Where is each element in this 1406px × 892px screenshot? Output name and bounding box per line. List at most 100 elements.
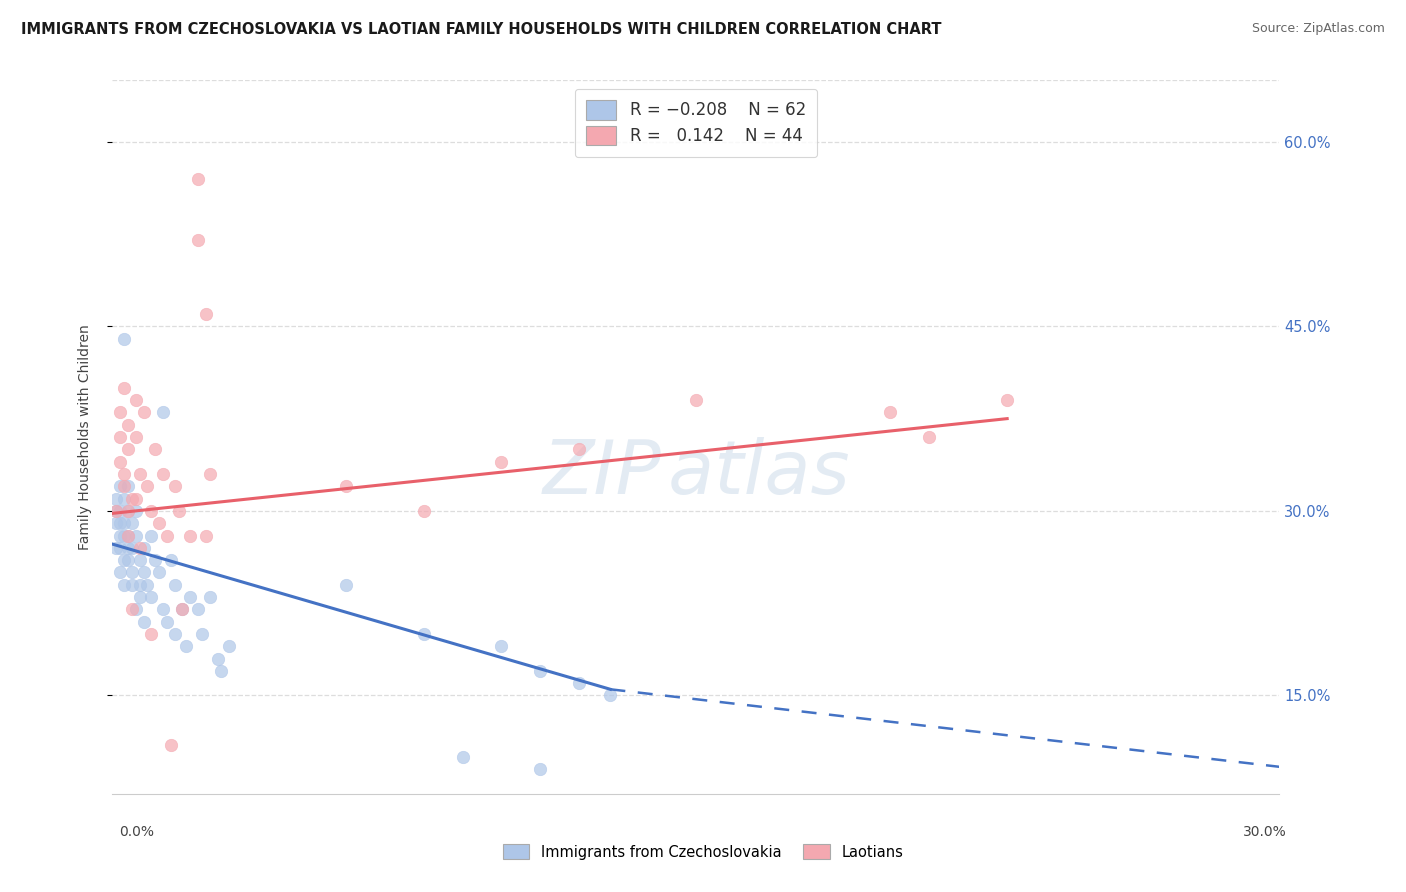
Point bbox=[172, 602, 194, 616]
Point bbox=[194, 307, 217, 321]
Point bbox=[191, 627, 214, 641]
Point bbox=[335, 479, 357, 493]
Point bbox=[141, 627, 163, 641]
Point bbox=[160, 738, 183, 752]
Point bbox=[141, 528, 163, 542]
Point bbox=[148, 516, 170, 531]
Text: 0.0%: 0.0% bbox=[120, 825, 155, 839]
Point bbox=[128, 553, 150, 567]
Point bbox=[110, 541, 132, 555]
Point bbox=[117, 553, 139, 567]
Point bbox=[128, 467, 150, 481]
Point bbox=[198, 467, 221, 481]
Point bbox=[143, 553, 166, 567]
Point bbox=[529, 762, 551, 776]
Text: 30.0%: 30.0% bbox=[1243, 825, 1286, 839]
Point bbox=[105, 504, 128, 518]
Point bbox=[125, 602, 148, 616]
Point bbox=[112, 467, 135, 481]
Point bbox=[167, 504, 190, 518]
Point bbox=[117, 417, 139, 432]
Point bbox=[121, 541, 143, 555]
Text: IMMIGRANTS FROM CZECHOSLOVAKIA VS LAOTIAN FAMILY HOUSEHOLDS WITH CHILDREN CORREL: IMMIGRANTS FROM CZECHOSLOVAKIA VS LAOTIA… bbox=[21, 22, 942, 37]
Point bbox=[125, 430, 148, 444]
Point bbox=[187, 171, 209, 186]
Point bbox=[117, 541, 139, 555]
Point bbox=[110, 479, 132, 493]
Point bbox=[110, 504, 132, 518]
Point bbox=[112, 332, 135, 346]
Point bbox=[112, 491, 135, 506]
Point bbox=[218, 639, 240, 653]
Point bbox=[172, 602, 194, 616]
Point bbox=[141, 590, 163, 604]
Point bbox=[918, 430, 941, 444]
Point bbox=[179, 590, 201, 604]
Point bbox=[568, 442, 591, 457]
Point bbox=[112, 578, 135, 592]
Y-axis label: Family Households with Children: Family Households with Children bbox=[77, 324, 91, 550]
Point bbox=[136, 578, 159, 592]
Point bbox=[125, 491, 148, 506]
Point bbox=[568, 676, 591, 690]
Text: ZIP atlas: ZIP atlas bbox=[543, 437, 849, 508]
Point bbox=[176, 639, 198, 653]
Point bbox=[685, 393, 707, 408]
Point bbox=[128, 590, 150, 604]
Point bbox=[117, 528, 139, 542]
Point bbox=[128, 541, 150, 555]
Point bbox=[156, 615, 179, 629]
Point bbox=[112, 381, 135, 395]
Point bbox=[207, 651, 229, 665]
Point bbox=[491, 455, 513, 469]
Point bbox=[112, 528, 135, 542]
Point bbox=[128, 578, 150, 592]
Text: Source: ZipAtlas.com: Source: ZipAtlas.com bbox=[1251, 22, 1385, 36]
Point bbox=[110, 405, 132, 419]
Point bbox=[117, 504, 139, 518]
Point bbox=[121, 566, 143, 580]
Point bbox=[179, 528, 201, 542]
Point bbox=[187, 602, 209, 616]
Point bbox=[491, 639, 513, 653]
Point bbox=[132, 405, 155, 419]
Point bbox=[529, 664, 551, 678]
Point bbox=[117, 504, 139, 518]
Point bbox=[105, 541, 128, 555]
Point bbox=[110, 455, 132, 469]
Point bbox=[121, 602, 143, 616]
Point bbox=[198, 590, 221, 604]
Point bbox=[112, 553, 135, 567]
Point bbox=[451, 750, 474, 764]
Point bbox=[121, 491, 143, 506]
Legend: R = −0.208    N = 62, R =   0.142    N = 44: R = −0.208 N = 62, R = 0.142 N = 44 bbox=[575, 88, 817, 157]
Point bbox=[112, 516, 135, 531]
Point bbox=[879, 405, 901, 419]
Point bbox=[125, 393, 148, 408]
Point bbox=[995, 393, 1018, 408]
Point bbox=[105, 491, 128, 506]
Point bbox=[412, 504, 434, 518]
Point bbox=[163, 578, 186, 592]
Point bbox=[599, 689, 621, 703]
Point bbox=[163, 627, 186, 641]
Point bbox=[187, 233, 209, 247]
Point bbox=[121, 516, 143, 531]
Point bbox=[110, 430, 132, 444]
Point bbox=[160, 553, 183, 567]
Point bbox=[117, 442, 139, 457]
Point bbox=[143, 442, 166, 457]
Point bbox=[105, 504, 128, 518]
Point bbox=[117, 479, 139, 493]
Point bbox=[132, 541, 155, 555]
Point bbox=[110, 566, 132, 580]
Point bbox=[194, 528, 217, 542]
Point bbox=[125, 528, 148, 542]
Point bbox=[110, 516, 132, 531]
Point bbox=[125, 504, 148, 518]
Point bbox=[335, 578, 357, 592]
Point bbox=[209, 664, 232, 678]
Point bbox=[412, 627, 434, 641]
Point bbox=[112, 479, 135, 493]
Point bbox=[110, 528, 132, 542]
